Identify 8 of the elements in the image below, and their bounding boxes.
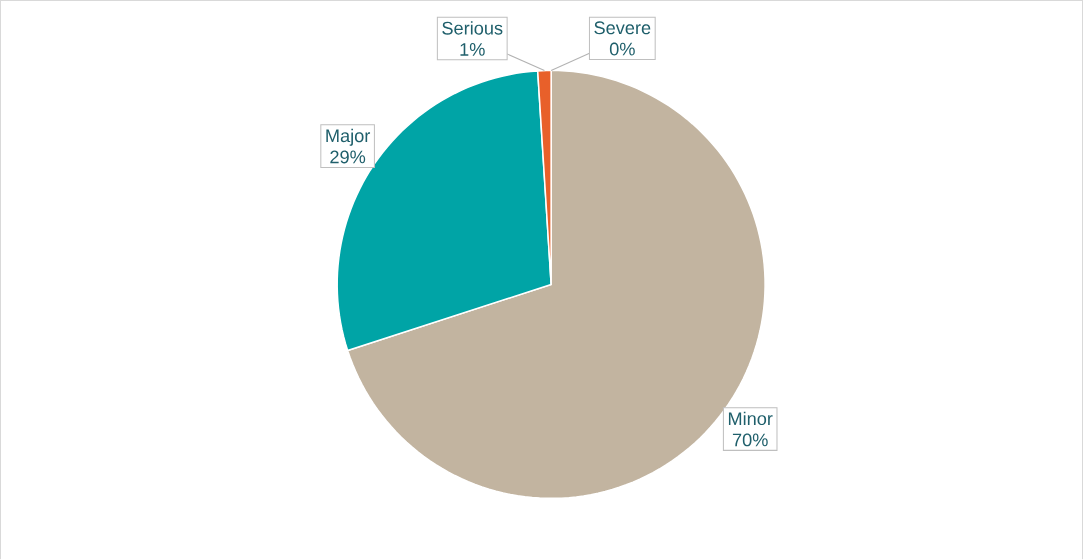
text: 0%	[609, 42, 635, 56]
slice-label: Serious	[442, 21, 503, 35]
category-label: Severe	[594, 21, 651, 35]
slice-label: Minor	[728, 411, 773, 426]
data-label: 1%	[460, 43, 485, 56]
slice-label: Major	[326, 128, 371, 146]
data-label: 29%	[330, 150, 366, 164]
data-label: 70%	[732, 433, 768, 447]
